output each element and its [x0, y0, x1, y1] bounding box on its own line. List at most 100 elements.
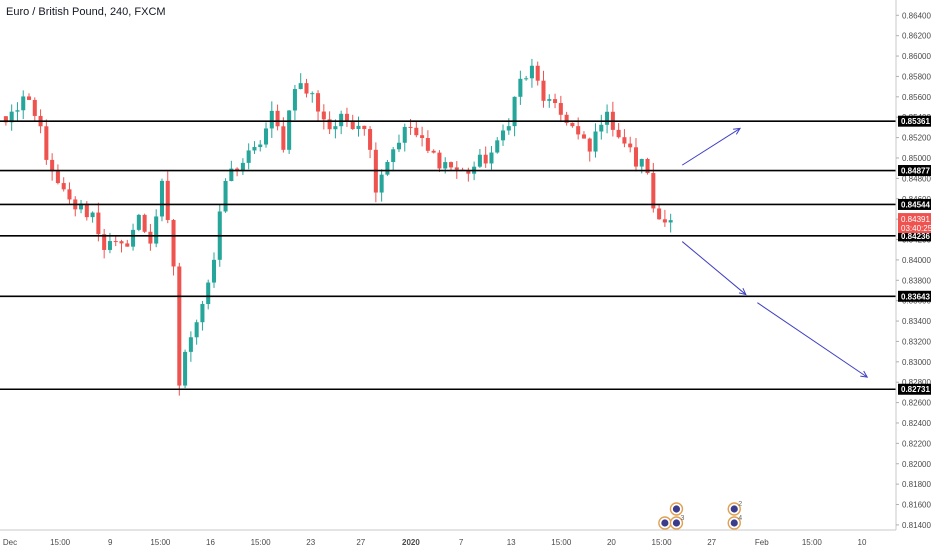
candle-body: [102, 234, 107, 250]
candle-body: [587, 138, 592, 152]
candle-body: [194, 322, 199, 338]
candle: [396, 134, 401, 153]
time-axis-label: 27: [356, 538, 365, 547]
candle-body: [605, 111, 610, 125]
level-price-label-text: 0.83643: [901, 292, 930, 301]
candle-body: [628, 143, 633, 148]
candle-body: [408, 126, 413, 128]
event-count: 4: [738, 515, 742, 522]
candle: [570, 122, 575, 128]
flag-icon: [672, 519, 681, 527]
price-axis-label: 0.82200: [902, 439, 931, 448]
candle: [327, 111, 332, 134]
candle-body: [506, 126, 511, 131]
time-axis-label: 9: [108, 538, 113, 547]
candle: [553, 93, 558, 109]
candle-body: [402, 126, 407, 143]
candle: [483, 146, 488, 168]
candle-body: [333, 126, 338, 130]
candle: [414, 120, 419, 138]
price-axis-label: 0.84000: [902, 256, 931, 265]
price-axis-label: 0.81600: [902, 501, 931, 510]
candle: [21, 90, 26, 120]
time-axis-label: Feb: [755, 538, 769, 547]
candle-body: [518, 78, 523, 97]
last-price-bg: [898, 213, 931, 234]
candle: [431, 149, 436, 154]
candle: [518, 70, 523, 105]
candle: [252, 141, 257, 154]
candle: [310, 91, 315, 103]
price-axis-label: 0.81400: [902, 521, 931, 530]
candle: [183, 349, 188, 389]
candle: [281, 117, 286, 153]
candle: [339, 110, 344, 135]
candle: [287, 110, 292, 154]
flag-icon: [661, 519, 669, 527]
candle-body: [206, 282, 211, 305]
level-price-label-bg: [898, 115, 931, 127]
candle: [171, 219, 176, 276]
level-price-label-text: 0.82731: [901, 385, 930, 394]
level-price-label-bg: [898, 165, 931, 177]
price-axis-label: 0.82000: [902, 460, 931, 469]
candle-body: [512, 96, 517, 127]
candle-body: [229, 168, 234, 181]
candle-body: [200, 304, 205, 323]
arrows-layer: [681, 127, 869, 378]
candle-body: [84, 203, 89, 218]
flag-icon: [730, 505, 738, 513]
candle-body: [616, 129, 621, 138]
candle-body: [240, 162, 245, 172]
candle-body: [90, 212, 95, 218]
candle: [55, 164, 60, 185]
candle: [529, 58, 534, 88]
time-axis-label: 15:00: [251, 538, 272, 547]
candle: [206, 279, 211, 310]
candle: [535, 61, 540, 86]
trend-arrow-head: [733, 127, 742, 135]
trend-arrow-head: [738, 287, 747, 296]
candle: [662, 209, 667, 227]
candle: [605, 104, 610, 134]
candle: [495, 137, 500, 154]
event-marker: 4: [727, 515, 742, 530]
time-axis-label: Dec: [3, 538, 17, 547]
level-price-label: 0.84236: [898, 230, 931, 242]
candle-body: [581, 134, 586, 139]
candle: [136, 213, 141, 232]
candle-body: [564, 114, 569, 123]
candle: [368, 126, 373, 159]
level-price-label: 0.83643: [898, 290, 931, 302]
candle-body: [368, 129, 373, 150]
candle: [269, 101, 274, 138]
candle-body: [263, 128, 269, 145]
candle-body: [96, 212, 101, 235]
candle-body: [55, 171, 60, 184]
candle: [350, 114, 355, 130]
price-axis-label: 0.82400: [902, 419, 931, 428]
level-price-label-bg: [898, 383, 931, 395]
candle-body: [281, 126, 286, 150]
time-axis-label: 15:00: [551, 538, 572, 547]
candle-body: [3, 116, 8, 123]
candle: [402, 123, 407, 152]
candle-body: [651, 173, 656, 209]
candle-body: [385, 162, 390, 175]
trend-arrow-line: [757, 302, 868, 378]
candle-body: [391, 149, 396, 163]
candle: [73, 196, 78, 217]
candle: [437, 150, 442, 172]
candle-body: [246, 150, 251, 163]
candle-body: [142, 214, 147, 232]
candle-body: [310, 93, 315, 95]
candle-body: [639, 159, 644, 167]
candle: [119, 239, 124, 253]
candle-body: [437, 152, 442, 169]
candle-body: [131, 229, 136, 247]
price-axis-label: 0.85000: [902, 154, 931, 163]
candle: [44, 119, 49, 165]
